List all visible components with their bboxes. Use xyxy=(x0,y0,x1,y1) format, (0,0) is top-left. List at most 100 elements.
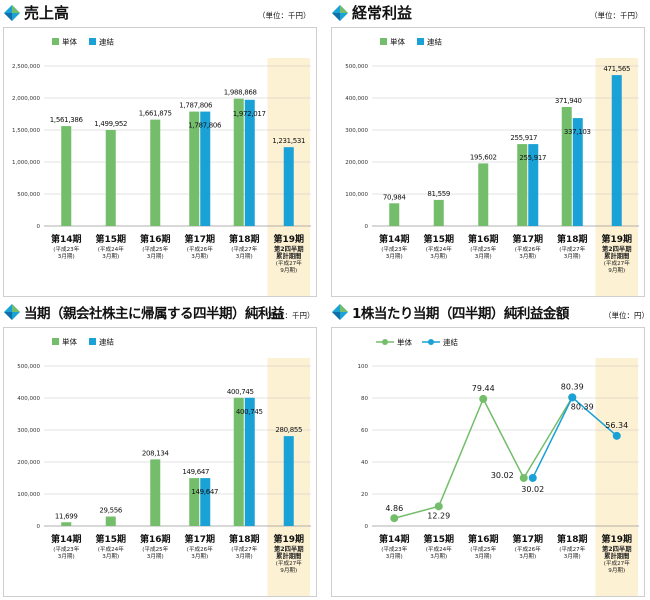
x-tick-sublabel: (平成25年 xyxy=(470,245,496,253)
panel-title: 経常利益 xyxy=(332,2,412,23)
bar-tandoku xyxy=(561,106,572,226)
y-tick-label: 100 xyxy=(358,364,369,370)
x-tick-label: 第16期 xyxy=(468,533,499,545)
panel-title-text: 当期（親会社株主に帰属する四半期）純利益 xyxy=(24,306,285,322)
x-tick-sublabel: 3月期) xyxy=(475,253,492,260)
data-label-tandoku: 29,556 xyxy=(99,507,123,515)
x-tick-label: 第15期 xyxy=(95,533,126,545)
panel-title: 当期（親会社株主に帰属する四半期）純利益 xyxy=(4,302,285,322)
x-tick-sublabel: (平成23年 xyxy=(53,545,79,553)
y-tick-label: 40 xyxy=(361,460,368,466)
x-tick-sublabel: 3月期) xyxy=(519,253,536,260)
data-label-tandoku: 1,988,868 xyxy=(224,89,257,97)
x-tick-sublabel: (平成25年 xyxy=(142,245,168,253)
data-label-tandoku: 195,602 xyxy=(470,153,497,161)
unit-label: （単位：千円） xyxy=(590,11,643,20)
y-tick-label: 20 xyxy=(361,492,368,498)
legend-label-tandoku: 単体 xyxy=(390,37,405,47)
data-label-renketsu: 149,647 xyxy=(191,488,218,496)
legend-swatch-renketsu xyxy=(417,38,424,45)
x-tick-label: 第16期 xyxy=(140,533,171,545)
data-label-tandoku: 371,940 xyxy=(555,97,582,105)
x-tick-sublabel: (平成24年 xyxy=(426,245,452,253)
data-label-renketsu: 255,917 xyxy=(519,154,546,162)
x-tick-sublabel: (平成26年 xyxy=(515,245,541,253)
bar-tandoku xyxy=(433,199,444,226)
data-point-tandoku xyxy=(519,473,528,482)
data-label-tandoku: 255,917 xyxy=(510,134,537,142)
x-tick-sublabel: 3月期) xyxy=(102,253,119,260)
panel-title-text: 売上高 xyxy=(24,4,70,22)
data-label-tandoku: 1,499,952 xyxy=(94,120,127,128)
x-tick-label: 第16期 xyxy=(140,233,171,245)
panel-ordinary-profit: 経常利益 （単位：千円） 0 100,000 200,000 300,000 400,0… xyxy=(328,0,648,298)
data-label-renketsu: 30.02 xyxy=(521,485,544,494)
y-tick-label: 400,000 xyxy=(17,396,40,402)
data-label-tandoku: 1,661,875 xyxy=(139,110,172,118)
y-tick-label: 300,000 xyxy=(345,128,368,134)
bar-renketsu xyxy=(572,118,583,226)
y-tick-label: 500,000 xyxy=(17,192,40,198)
panel-sales: 売上高 （単位：千円） 0 500,000 1,000,000 1,500,000 2,… xyxy=(0,0,320,298)
x-tick-sublabel: 3月期) xyxy=(58,553,75,560)
x-tick-label: 第17期 xyxy=(512,233,543,245)
x-tick-sublabel: (平成25年 xyxy=(470,545,496,553)
x-tick-sublabel: (平成27年 xyxy=(231,545,257,553)
panel-title: 1株当たり当期（四半期）純利益金額 xyxy=(332,302,569,322)
x-tick-sublabel: 第2四半期 xyxy=(274,544,304,553)
x-tick-sublabel: 9月期) xyxy=(608,267,625,274)
data-point-tandoku xyxy=(390,514,399,523)
x-tick-label: 第18期 xyxy=(229,233,260,245)
bar-renketsu xyxy=(611,75,622,226)
x-tick-label: 第19期 xyxy=(273,533,304,545)
y-tick-label: 0 xyxy=(365,524,369,530)
x-tick-sublabel: (平成24年 xyxy=(426,545,452,553)
chart-frame xyxy=(3,327,317,597)
legend-marker-renketsu xyxy=(428,339,434,345)
y-tick-label: 500,000 xyxy=(345,64,368,70)
bar-renketsu xyxy=(283,147,294,226)
x-tick-label: 第18期 xyxy=(557,233,588,245)
legend-swatch-tandoku xyxy=(380,38,387,45)
diamond-icon xyxy=(332,304,348,320)
data-point-renketsu xyxy=(528,473,537,482)
x-tick-label: 第18期 xyxy=(557,533,588,545)
x-tick-label: 第17期 xyxy=(184,233,215,245)
y-tick-label: 80 xyxy=(361,396,368,402)
data-label-tandoku: 208,134 xyxy=(142,449,170,457)
unit-label: （単位：千円） xyxy=(258,11,311,20)
series-line-tandoku xyxy=(394,396,573,519)
data-label-tandoku: 400,745 xyxy=(227,388,254,396)
y-tick-label: 200,000 xyxy=(345,160,368,166)
x-tick-sublabel: 累計期間 xyxy=(604,251,629,260)
bar-tandoku xyxy=(61,126,72,226)
x-tick-sublabel: (平成25年 xyxy=(142,545,168,553)
data-label-tandoku: 79.44 xyxy=(472,384,495,393)
x-tick-label: 第18期 xyxy=(229,533,260,545)
y-tick-label: 500,000 xyxy=(17,364,40,370)
y-tick-label: 0 xyxy=(365,224,369,230)
bar-tandoku xyxy=(150,119,161,226)
x-tick-sublabel: (平成27年 xyxy=(276,559,302,567)
x-tick-sublabel: 9月期) xyxy=(280,267,297,274)
x-tick-sublabel: 累計期間 xyxy=(276,251,301,260)
unit-label: （単位：千円） xyxy=(262,311,315,320)
data-label-renketsu: 400,745 xyxy=(236,408,263,416)
x-tick-sublabel: 3月期) xyxy=(236,253,253,260)
data-label-tandoku: 70,984 xyxy=(383,193,407,201)
data-point-renketsu xyxy=(612,431,621,440)
x-tick-label: 第15期 xyxy=(95,233,126,245)
panel-net-income: 当期（親会社株主に帰属する四半期）純利益 （単位：千円） 0 100,000 200… xyxy=(0,300,320,598)
bar-tandoku xyxy=(105,516,116,526)
x-tick-label: 第14期 xyxy=(51,233,82,245)
x-tick-sublabel: 3月期) xyxy=(430,553,447,560)
y-tick-label: 2,500,000 xyxy=(12,64,40,70)
y-tick-label: 200,000 xyxy=(17,460,40,466)
x-tick-sublabel: 3月期) xyxy=(102,553,119,560)
data-label-renketsu: 280,855 xyxy=(275,426,302,434)
data-label-renketsu: 1,231,531 xyxy=(272,137,305,145)
data-point-renketsu xyxy=(568,393,577,402)
bar-renketsu xyxy=(200,111,211,226)
x-tick-sublabel: 累計期間 xyxy=(604,551,629,560)
bar-renketsu xyxy=(200,478,211,526)
